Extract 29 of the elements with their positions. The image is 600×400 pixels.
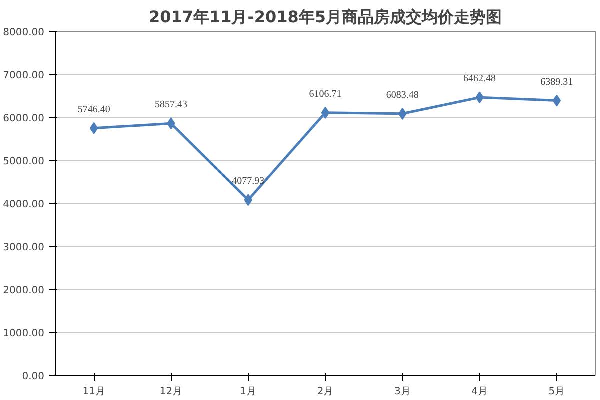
- y-tick-label: 6000.00: [3, 114, 45, 124]
- y-tick-label: 0.00: [22, 372, 44, 382]
- y-tick-label: 8000.00: [3, 28, 45, 38]
- data-label: 4077.93: [232, 176, 265, 188]
- point: [90, 122, 98, 134]
- point: [244, 194, 253, 206]
- y-tick-label: 2000.00: [3, 286, 45, 296]
- x-tick-label: 3月: [394, 386, 411, 398]
- y-tick-label: 4000.00: [3, 200, 45, 210]
- point: [552, 94, 562, 107]
- y-tick-label: 1000.00: [3, 328, 45, 340]
- chart-title: 2017年11月-2018年5月商品房成交均价走势图: [148, 8, 502, 26]
- x-tick-label: 4月: [472, 386, 488, 398]
- data-label: 6083.48: [386, 90, 419, 101]
- data-label: 6389.31: [540, 76, 574, 88]
- x-tick-label: 11月: [82, 386, 106, 398]
- data-label: 5857.43: [154, 100, 188, 111]
- x-tick-label: 5月: [548, 386, 566, 398]
- data-label: 5746.40: [78, 104, 110, 116]
- y-tick-label: 3000.00: [3, 242, 45, 254]
- x-tick-label: 12月: [160, 386, 183, 398]
- y-tick-label: 7000.00: [3, 70, 45, 82]
- data-label: 6106.71: [309, 88, 342, 100]
- x-tick-label: 1月: [240, 386, 257, 398]
- data-label: 6462.48: [464, 74, 496, 85]
- point: [321, 106, 330, 119]
- y-tick-label: 5000.00: [3, 156, 45, 168]
- x-tick-label: 2月: [317, 386, 334, 398]
- point: [398, 108, 407, 120]
